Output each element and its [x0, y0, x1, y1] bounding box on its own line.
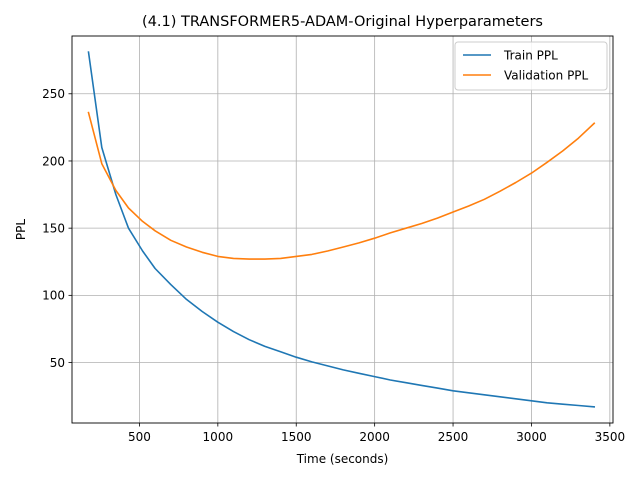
y-tick-label: 200 [42, 154, 65, 168]
series-lines [87, 51, 596, 408]
plot-frame [71, 35, 614, 424]
x-tick-label: 1500 [281, 430, 312, 444]
y-tick-label: 250 [42, 87, 65, 101]
y-axis-title: PPL [14, 219, 28, 240]
x-axis-title: Time (seconds) [296, 452, 389, 466]
x-tick-label: 2000 [359, 430, 390, 444]
legend-label-train-ppl: Train PPL [503, 48, 558, 62]
x-tick-label: 500 [128, 430, 151, 444]
legend-label-validation-ppl: Validation PPL [504, 68, 589, 82]
legend: Train PPL Validation PPL [454, 41, 608, 91]
y-tick-label: 150 [42, 221, 65, 235]
axis-ticks: 500 1000 1500 2000 2500 3000 3500 50 100 150 200 25… [42, 87, 625, 444]
grid [72, 36, 613, 423]
y-tick-label: 100 [42, 289, 65, 303]
x-tick-label: 3500 [595, 430, 626, 444]
x-tick-label: 2500 [438, 430, 469, 444]
train-ppl-line [87, 51, 596, 408]
x-tick-label: 1000 [203, 430, 234, 444]
chart-title: (4.1) TRANSFORMER5-ADAM-Original Hyperpa… [142, 14, 543, 30]
legend-box [454, 41, 608, 91]
y-tick-label: 50 [50, 356, 65, 370]
validation-ppl-line [87, 111, 596, 260]
x-tick-label: 3000 [516, 430, 547, 444]
